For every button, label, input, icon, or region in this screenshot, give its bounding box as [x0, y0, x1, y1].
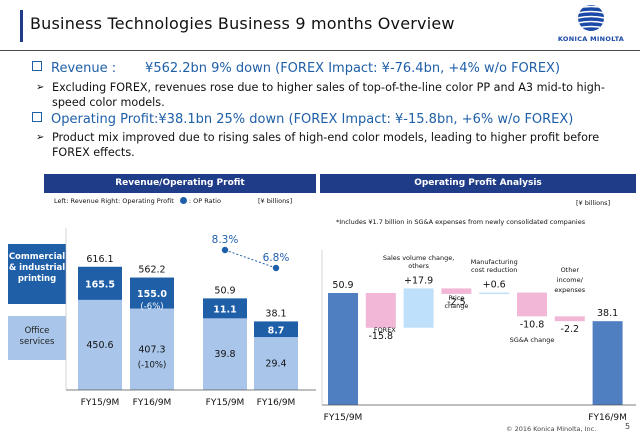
- waterfall-category-label: Other: [561, 266, 580, 274]
- waterfall-bar: [517, 292, 547, 317]
- revenue-headline: Revenue : ¥562.2bn 9% down (FOREX Impact…: [32, 61, 560, 76]
- op-office-bar: [203, 318, 247, 390]
- waterfall-value: +0.6: [483, 280, 506, 291]
- square-bullet-icon: [32, 112, 42, 122]
- revenue-commercial-value: 155.0: [137, 289, 167, 300]
- waterfall-bar: [479, 292, 510, 295]
- legend-office-box: Office services: [8, 316, 66, 360]
- op-office-value: 39.8: [214, 349, 235, 360]
- revenue-commercial-bar: [130, 277, 174, 309]
- waterfall-bar: [441, 288, 472, 294]
- op-ratio-point: [272, 264, 280, 272]
- waterfall-value: +17.9: [404, 275, 433, 286]
- op-detail-text: Product mix improved due to rising sales…: [52, 131, 600, 159]
- revenue-office-value: 450.6: [86, 340, 113, 351]
- waterfall-value: -2.5: [447, 297, 466, 308]
- waterfall-bar: [403, 288, 434, 328]
- op-ratio-legend-text: : OP Ratio: [188, 197, 221, 205]
- op-commercial-value: 8.7: [268, 325, 285, 336]
- waterfall-bar: [328, 293, 358, 405]
- op-category-label: FY16/9M: [257, 398, 296, 408]
- op-total-value: 38.1: [265, 308, 286, 319]
- right-unit-label: [¥ billions]: [576, 199, 611, 207]
- revenue-category-label: FY15/9M: [81, 398, 120, 408]
- logo-wordmark: KONICA MINOLTA: [557, 35, 625, 43]
- revenue-office-change: (-10%): [138, 360, 167, 370]
- revenue-office-bar: [78, 299, 122, 390]
- revenue-total-value: 616.1: [86, 254, 113, 265]
- waterfall-category-label: SG&A change: [510, 336, 555, 344]
- waterfall-bar: [554, 316, 585, 322]
- op-office-value: 29.4: [265, 359, 286, 370]
- op-office-bar: [254, 337, 298, 390]
- op-ratio-line: [224, 249, 277, 269]
- legend-commercial-label: Commercial & industrial printing: [8, 252, 66, 284]
- revenue-headline-text: Revenue : ¥562.2bn 9% down (FOREX Impact…: [51, 61, 561, 76]
- revenue-total-value: 562.2: [138, 265, 165, 276]
- waterfall-bar: [592, 321, 623, 405]
- left-unit-label: [¥ billions]: [258, 197, 293, 205]
- waterfall-value: -10.8: [520, 319, 545, 330]
- revenue-commercial-bar: [78, 266, 122, 300]
- waterfall-category-label: FY15/9M: [324, 413, 363, 423]
- waterfall-category-label: FOREX: [374, 326, 396, 334]
- op-commercial-value: 11.1: [213, 304, 236, 315]
- waterfall-category-label: Price: [448, 294, 464, 302]
- op-headline: Operating Profit:¥38.1bn 25% down (FOREX…: [32, 112, 573, 127]
- waterfall-value: 38.1: [597, 308, 618, 319]
- sga-footnote: *Includes ¥1.7 billion in SG&A expenses …: [336, 218, 586, 226]
- revenue-detail-text: Excluding FOREX, revenues rose due to hi…: [52, 81, 605, 109]
- waterfall-value: 50.9: [332, 280, 353, 291]
- title-accent-bar: [20, 10, 23, 42]
- waterfall-bar: [365, 293, 396, 328]
- op-ratio-dot-icon: [179, 197, 187, 204]
- op-commercial-bar: [203, 298, 247, 319]
- waterfall-category-label: expenses: [554, 286, 585, 294]
- waterfall-value: -15.8: [369, 331, 394, 342]
- waterfall-category-label: Manufacturing: [471, 258, 518, 266]
- revenue-office-bar: [130, 308, 174, 390]
- waterfall-category-label: Sales volume change,: [383, 254, 455, 262]
- waterfall-value: -2.2: [561, 324, 580, 335]
- page-title: Business Technologies Business 9 months …: [30, 14, 455, 33]
- right-panel-title: Operating Profit Analysis: [320, 174, 636, 193]
- left-panel-subtitle: Left: Revenue Right: Operating Profit : …: [54, 197, 221, 205]
- legend-commercial-box: Commercial & industrial printing: [8, 244, 66, 304]
- op-ratio-label: 6.8%: [263, 252, 290, 264]
- revenue-commercial-value: 165.5: [85, 279, 115, 290]
- page-number: 5: [625, 422, 631, 431]
- company-logo: KONICA MINOLTA: [558, 2, 624, 48]
- revenue-category-label: FY16/9M: [133, 398, 172, 408]
- revenue-commercial-change: (-6%): [140, 302, 163, 312]
- legend-office-label: Office services: [19, 326, 55, 347]
- op-ratio-point: [221, 246, 229, 254]
- revenue-detail: ➢ Excluding FOREX, revenues rose due to …: [36, 80, 622, 110]
- square-bullet-icon: [32, 61, 42, 71]
- waterfall-category-label: income/: [557, 276, 584, 284]
- arrow-bullet-icon: ➢: [36, 132, 45, 143]
- revenue-office-value: 407.3: [138, 344, 165, 355]
- op-ratio-label: 8.3%: [212, 234, 239, 246]
- op-commercial-bar: [254, 321, 298, 338]
- globe-logo-icon: [578, 5, 604, 31]
- waterfall-category-label: others: [408, 262, 429, 270]
- waterfall-category-label: cost reduction: [471, 266, 517, 274]
- waterfall-category-label: change: [444, 302, 468, 310]
- op-detail: ➢ Product mix improved due to rising sal…: [36, 130, 622, 160]
- op-headline-text: Operating Profit:¥38.1bn 25% down (FOREX…: [51, 112, 574, 127]
- waterfall-category-label: FY16/9M: [588, 413, 627, 423]
- copyright: © 2016 Konica Minolta, Inc.: [506, 425, 597, 433]
- op-category-label: FY15/9M: [206, 398, 245, 408]
- revenue-op-chart: 450.6 165.5 616.1 FY15/9M 407.3 155.0 562.2 FY1…: [65, 228, 316, 408]
- title-divider: [0, 50, 640, 51]
- op-analysis-waterfall: 50.9 -15.8 +17.9 -2.5 +0.6 -10.8 -2.2 38.1 FY15/…: [321, 250, 636, 423]
- op-total-value: 50.9: [214, 285, 235, 296]
- left-panel-title: Revenue/Operating Profit: [44, 174, 316, 193]
- arrow-bullet-icon: ➢: [36, 82, 45, 93]
- left-panel-subtitle-text: Left: Revenue Right: Operating Profit: [54, 197, 174, 205]
